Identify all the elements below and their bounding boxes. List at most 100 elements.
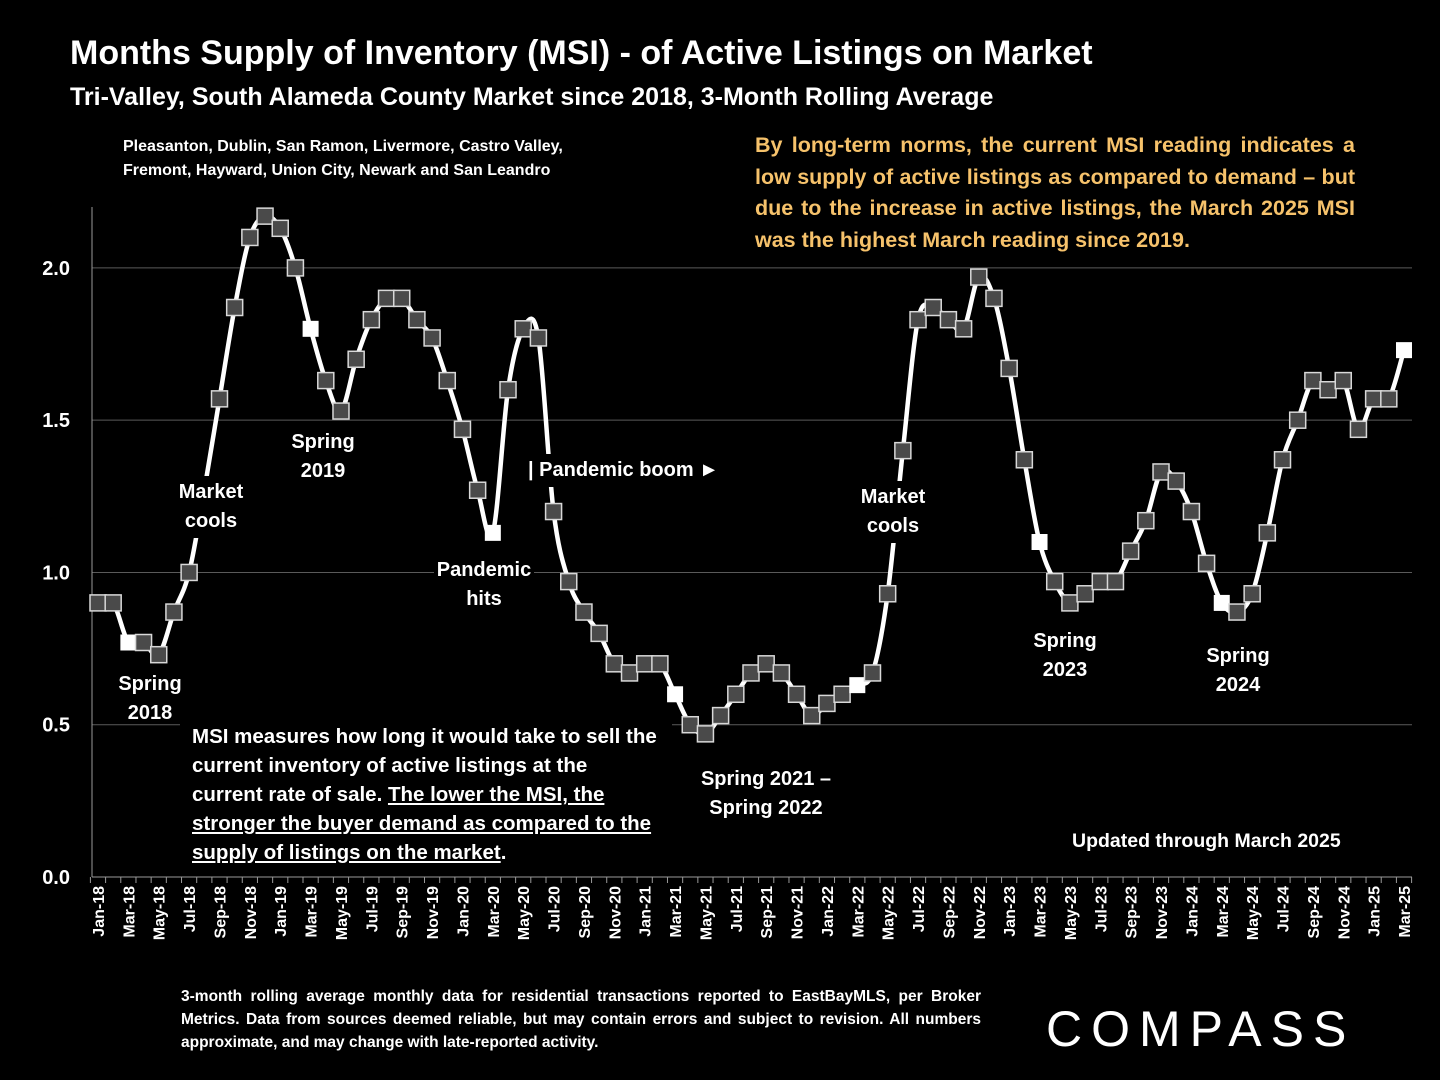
msi-explanation-text: MSI measures how long it would take to s… — [192, 725, 657, 806]
data-point-sep-21 — [757, 655, 775, 673]
data-point-aug-22 — [924, 298, 942, 317]
data-point-oct-19 — [408, 310, 426, 329]
data-point-nov-19 — [423, 329, 441, 347]
data-point-oct-24 — [1319, 380, 1337, 399]
x-tick-label: Sep-24 — [1306, 886, 1323, 939]
gridlines — [92, 267, 1412, 726]
x-tick-label: Nov-19 — [425, 886, 442, 939]
data-point-dec-18 — [256, 207, 274, 225]
data-point-apr-21 — [681, 715, 700, 734]
x-tick-label: May-24 — [1245, 886, 1262, 940]
chart-annotations: Spring 2018 Market cools Spring 2019 Pandemic h… — [118, 431, 1269, 819]
annotation-spring-2024: 2024 — [1216, 674, 1261, 696]
data-point-jan-18 — [89, 594, 107, 612]
data-point-aug-24 — [1288, 411, 1307, 429]
data-point-may-20 — [514, 320, 532, 338]
data-point-jun-22 — [894, 441, 912, 460]
data-point-nov-22 — [970, 268, 988, 286]
x-tick-label: Jan-23 — [1002, 886, 1019, 937]
cities-line-2: Fremont, Hayward, Union City, Newark and… — [123, 162, 551, 179]
data-point-jun-21 — [711, 706, 730, 725]
data-point-jan-23 — [1000, 359, 1018, 378]
x-tick-label: Jul-24 — [1276, 886, 1293, 932]
data-point-apr-19 — [317, 371, 335, 390]
data-point-dec-22 — [985, 289, 1003, 308]
x-tick-label: Mar-19 — [304, 886, 321, 938]
data-point-mar-21 — [667, 686, 684, 703]
x-tick-label: Jan-18 — [91, 886, 108, 937]
data-point-may-23 — [1061, 594, 1079, 612]
msi-explanation-end: . — [500, 841, 507, 864]
data-point-dec-21 — [802, 706, 821, 725]
annotation-spring-2023: 2023 — [1043, 659, 1088, 681]
data-point-jul-18 — [180, 563, 198, 582]
data-point-apr-22 — [863, 664, 882, 682]
data-point-may-21 — [696, 725, 715, 743]
msi-explanation: MSI measures how long it would take to s… — [180, 720, 672, 873]
y-tick-label: 2.0 — [42, 258, 70, 280]
data-point-jun-19 — [347, 350, 365, 369]
data-point-jun-18 — [165, 603, 183, 621]
annotation-market-cools-2018: Market — [179, 481, 244, 503]
data-point-aug-23 — [1106, 572, 1125, 591]
data-point-oct-18 — [225, 298, 244, 317]
data-point-sep-22 — [939, 310, 958, 329]
data-point-sep-18 — [210, 390, 229, 408]
annotation-market-cools-2018: cools — [185, 510, 237, 532]
data-point-jul-22 — [909, 310, 927, 329]
x-tick-label: Nov-18 — [243, 886, 260, 939]
chart-title: Months Supply of Inventory (MSI) - of Ac… — [70, 34, 1093, 72]
annotation-market-cools-2022: Market — [861, 486, 926, 508]
source-footnote: 3-month rolling average monthly data for… — [181, 988, 981, 1051]
data-point-mar-19 — [302, 320, 319, 337]
data-point-oct-23 — [1137, 511, 1155, 530]
data-point-aug-20 — [560, 572, 578, 591]
data-point-feb-22 — [833, 685, 851, 704]
data-point-may-22 — [878, 585, 897, 603]
x-tick-label: Jan-24 — [1184, 886, 1201, 937]
insight-note: By long-term norms, the current MSI read… — [755, 133, 1355, 252]
cities-line-1: Pleasanton, Dublin, San Ramon, Livermore… — [123, 138, 563, 155]
data-point-jun-20 — [529, 329, 548, 347]
data-point-sep-23 — [1121, 542, 1140, 560]
data-point-feb-24 — [1197, 554, 1216, 573]
annotation-spring-2019: 2019 — [301, 460, 346, 482]
data-point-feb-23 — [1015, 451, 1034, 469]
x-tick-label: Jan-20 — [455, 886, 472, 937]
data-point-nov-21 — [787, 685, 806, 704]
data-point-jan-21 — [635, 655, 654, 673]
data-point-sep-20 — [575, 603, 593, 621]
annotation-bg — [524, 454, 729, 487]
x-tick-label: Sep-18 — [212, 886, 229, 939]
chart-subtitle: Tri-Valley, South Alameda County Market … — [70, 83, 994, 111]
x-tick-label: Sep-19 — [395, 886, 412, 939]
data-point-mar-23 — [1031, 534, 1048, 550]
y-axis: 0.0 0.5 1.0 1.5 2.0 — [42, 207, 93, 889]
x-tick-label: Jan-21 — [638, 886, 655, 937]
x-tick-label: Jul-22 — [911, 886, 928, 932]
y-tick-label: 1.5 — [42, 410, 70, 432]
x-tick-label: Jan-25 — [1367, 886, 1384, 937]
data-point-aug-21 — [742, 664, 760, 682]
data-point-oct-21 — [772, 664, 791, 682]
data-point-jul-21 — [727, 685, 745, 704]
data-point-mar-18 — [120, 634, 137, 651]
data-point-feb-18 — [104, 594, 122, 612]
data-point-jan-19 — [271, 219, 289, 238]
data-point-feb-20 — [468, 481, 487, 499]
x-tick-label: Jan-19 — [273, 886, 290, 937]
data-point-mar-20 — [484, 524, 501, 541]
compass-logo: COMPASS — [1046, 1001, 1356, 1057]
x-tick-label: Sep-23 — [1124, 886, 1141, 939]
data-point-sep-19 — [392, 289, 411, 308]
annotation-pandemic-hits: hits — [466, 588, 502, 610]
annotation-spring-2019: Spring — [291, 431, 354, 453]
x-tick-label: Mar-18 — [121, 886, 138, 938]
x-tick-label: May-23 — [1063, 886, 1080, 940]
x-axis: Jan-18 Mar-18 May-18 Jul-18 Sep-18 Nov-18 Jan-… — [89, 876, 1414, 940]
x-tick-label: Sep-21 — [759, 886, 776, 939]
x-tick-label: May-19 — [334, 886, 351, 940]
data-point-aug-19 — [377, 289, 396, 308]
x-tick-label: Nov-24 — [1336, 886, 1353, 939]
data-point-jun-24 — [1258, 524, 1277, 542]
